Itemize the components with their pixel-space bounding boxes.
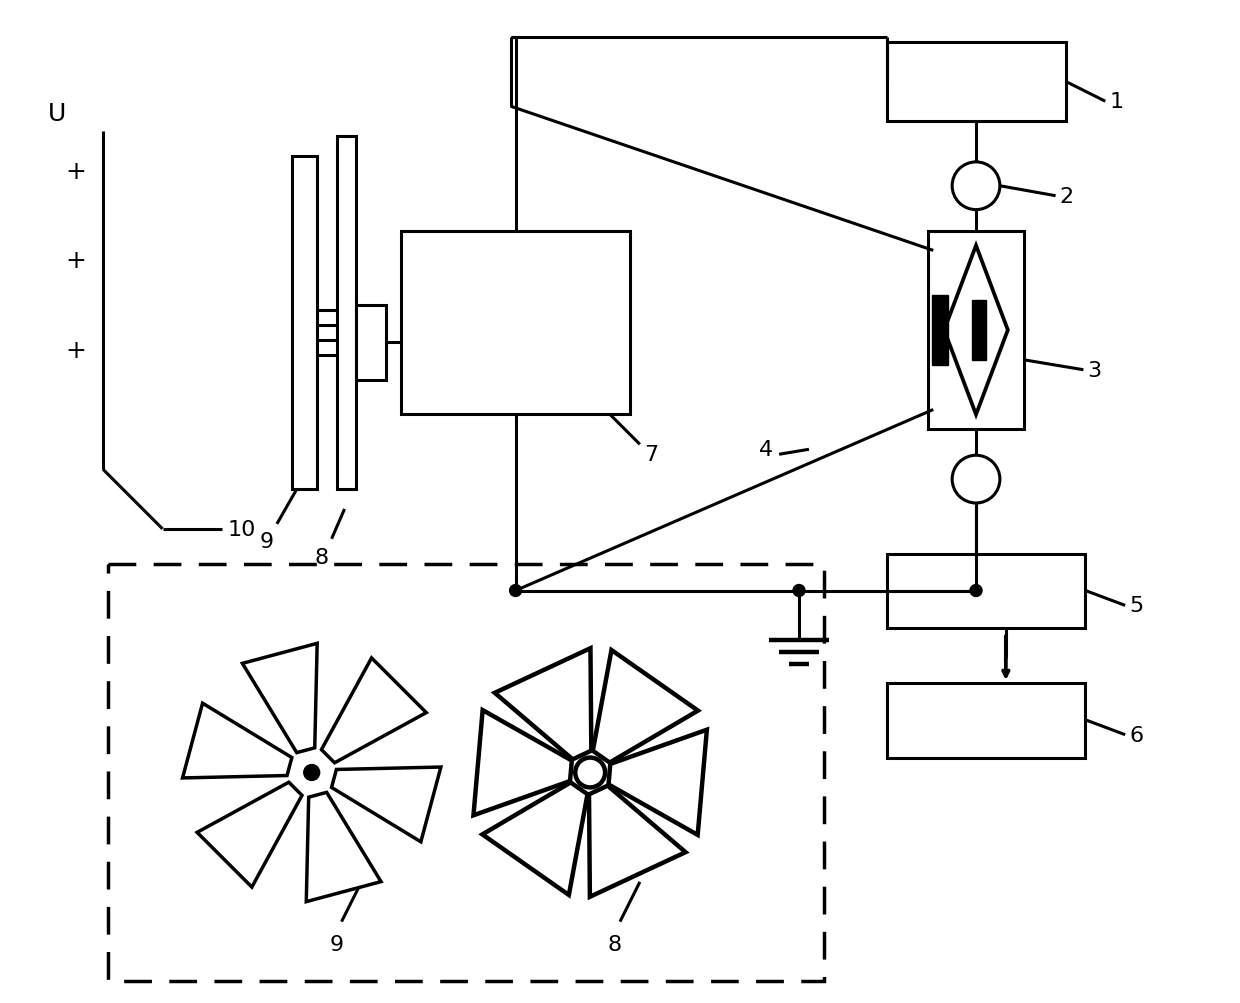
Circle shape [952, 455, 999, 504]
Circle shape [952, 162, 999, 211]
Circle shape [794, 585, 805, 597]
Bar [108, 564, 823, 981]
Polygon shape [593, 650, 698, 763]
Circle shape [970, 585, 982, 597]
Text: 4: 4 [759, 440, 774, 459]
Polygon shape [182, 703, 291, 778]
Text: 9: 9 [330, 934, 343, 954]
Bar [356, 306, 387, 380]
Text: 2: 2 [1059, 187, 1074, 207]
Text: +: + [64, 159, 86, 184]
Text: +: + [64, 249, 86, 273]
Bar [887, 42, 1065, 122]
Text: 10: 10 [227, 520, 255, 540]
Circle shape [510, 585, 522, 597]
Text: 8: 8 [315, 548, 329, 567]
Polygon shape [609, 730, 707, 835]
Polygon shape [197, 782, 303, 888]
Polygon shape [321, 658, 427, 763]
Bar [336, 136, 356, 489]
Polygon shape [972, 301, 986, 360]
Bar [887, 683, 1085, 758]
Text: 1: 1 [1110, 92, 1123, 112]
Text: 9: 9 [260, 532, 274, 552]
Polygon shape [242, 644, 317, 753]
Polygon shape [944, 246, 1008, 415]
Circle shape [575, 758, 605, 787]
Polygon shape [482, 782, 588, 895]
Text: 6: 6 [1130, 725, 1143, 745]
Bar [929, 232, 1024, 430]
Polygon shape [306, 792, 381, 902]
Bar [402, 232, 630, 415]
Bar [887, 554, 1085, 629]
Text: 7: 7 [644, 445, 658, 464]
Text: 5: 5 [1130, 596, 1143, 616]
Bar [291, 156, 316, 489]
Text: 3: 3 [1087, 360, 1101, 380]
Polygon shape [495, 649, 591, 759]
Polygon shape [932, 296, 949, 365]
Circle shape [304, 764, 320, 780]
Text: +: + [64, 338, 86, 362]
Text: U: U [48, 102, 67, 126]
Polygon shape [474, 710, 572, 815]
Polygon shape [331, 767, 441, 842]
Polygon shape [589, 786, 686, 897]
Text: 8: 8 [608, 934, 622, 954]
